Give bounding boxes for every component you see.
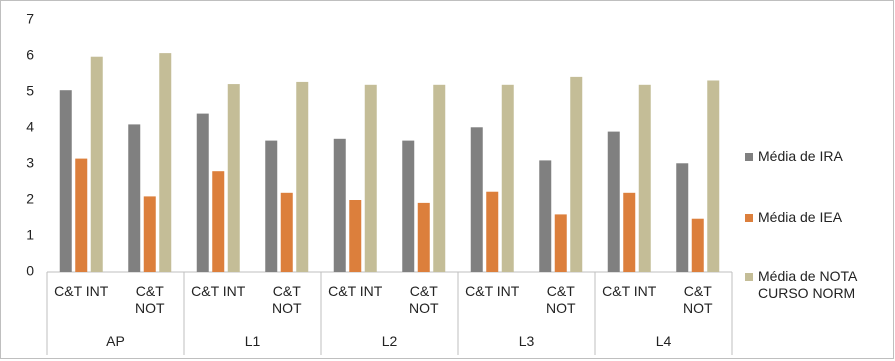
- legend-swatch: [745, 153, 753, 161]
- bar: [75, 158, 88, 272]
- x-tick-label: C&T NOT: [408, 283, 439, 316]
- bar: [159, 53, 172, 273]
- y-tick-label: 1: [26, 227, 34, 243]
- group-label: L4: [655, 333, 672, 349]
- legend-swatch: [745, 214, 753, 222]
- bar: [501, 84, 514, 272]
- bar: [90, 56, 103, 272]
- bar: [196, 113, 209, 272]
- bar: [265, 140, 278, 272]
- x-tick-label: C&T NOT: [682, 283, 713, 316]
- bar: [638, 84, 651, 272]
- y-tick-label: 3: [26, 155, 34, 171]
- bar: [539, 160, 552, 272]
- x-tick-label: C&T NOT: [134, 283, 165, 316]
- bar: [691, 218, 704, 272]
- bar: [570, 76, 583, 272]
- y-tick-label: 7: [26, 11, 34, 27]
- y-tick-label: 5: [26, 83, 34, 99]
- bar: [607, 131, 620, 272]
- group-label: AP: [106, 333, 125, 349]
- legend-label: Média de IRA: [758, 148, 843, 164]
- x-tick-label: C&T INT: [191, 283, 246, 299]
- x-tick-label: C&T INT: [465, 283, 520, 299]
- legend-label: Média de IEA: [758, 209, 843, 225]
- bar: [707, 80, 720, 272]
- group-label: L1: [244, 333, 261, 349]
- bar: [128, 124, 141, 273]
- x-tick-label: C&T NOT: [271, 283, 302, 316]
- bar: [417, 202, 430, 272]
- legend-swatch: [745, 273, 753, 281]
- bar: [349, 200, 362, 272]
- bar: [486, 191, 499, 272]
- x-tick-label: C&T INT: [602, 283, 657, 299]
- bar: [364, 84, 377, 272]
- bar: [623, 192, 636, 272]
- bar: [333, 138, 346, 272]
- y-tick-label: 2: [26, 191, 34, 207]
- bar: [227, 84, 240, 272]
- bar: [143, 196, 156, 272]
- bar: [280, 192, 293, 272]
- bar: [433, 84, 446, 272]
- bar: [554, 214, 567, 272]
- bar: [402, 140, 415, 272]
- x-tick-label: C&T INT: [328, 283, 383, 299]
- group-label: L3: [518, 333, 535, 349]
- y-tick-label: 0: [26, 263, 34, 279]
- x-tick-label: C&T NOT: [545, 283, 576, 316]
- y-tick-label: 4: [26, 119, 34, 135]
- bar: [212, 171, 225, 272]
- y-tick-label: 6: [26, 47, 34, 63]
- bar: [470, 127, 483, 272]
- bar: [676, 163, 689, 272]
- legend-label: Média de NOTA CURSO NORM: [758, 268, 857, 301]
- group-label: L2: [381, 333, 398, 349]
- bar: [296, 81, 309, 272]
- bar: [59, 90, 72, 272]
- x-tick-label: C&T INT: [54, 283, 109, 299]
